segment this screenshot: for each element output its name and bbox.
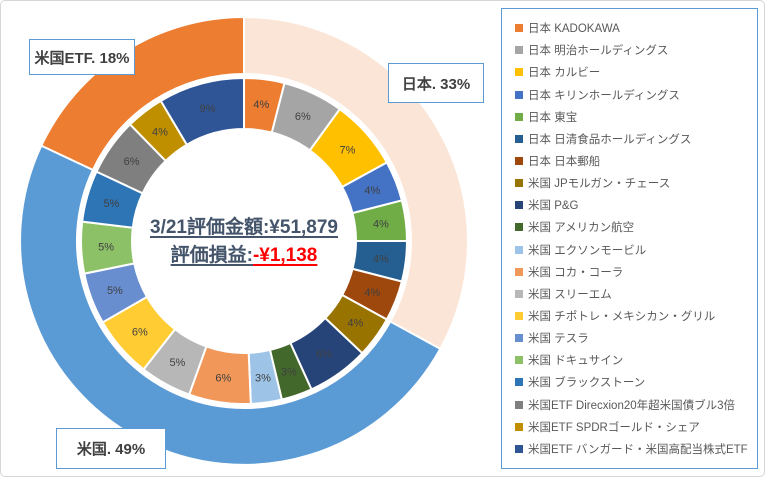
segment-percent-label: 4%	[253, 99, 269, 111]
donut-svg: 4% 6% 7% 4% 4% 4% 4% 4% 6% 3% 3% 6% 5% 6% 5% 5% 5% 6% 4% 9%	[19, 16, 469, 466]
segment-percent-label: 4%	[152, 127, 168, 139]
legend-label: 日本 カルビー	[528, 67, 601, 80]
legend-label: 日本 日清食品ホールディングス	[528, 133, 692, 146]
legend-swatch	[515, 156, 523, 165]
segment-percent-label: 5%	[169, 357, 185, 369]
segment-percent-label: 6%	[215, 372, 231, 384]
legend-swatch	[515, 356, 523, 365]
callout-japan-label: 日本. 33%	[401, 75, 471, 93]
legend-item: 日本 東宝	[515, 109, 753, 125]
legend-swatch	[515, 112, 523, 121]
segment-percent-label: 4%	[364, 287, 380, 299]
callout-us: 米国. 49%	[56, 428, 166, 469]
legend-label: 日本 明治ホールディングス	[528, 45, 669, 58]
segment-percent-label: 6%	[132, 326, 148, 338]
legend-item: 米国 コカ・コーラ	[515, 264, 753, 280]
legend-item: 日本 カルビー	[515, 64, 753, 80]
legend-label: 米国 スリーエム	[528, 288, 612, 301]
legend-swatch	[515, 378, 523, 387]
callout-us-etf-label: 米国ETF. 18%	[34, 49, 130, 67]
legend-item: 米国 スリーエム	[515, 286, 753, 302]
legend-swatch	[515, 267, 523, 276]
segment-percent-label: 5%	[103, 198, 119, 210]
legend-swatch	[515, 134, 523, 143]
legend-item: 米国 ドキュサイン	[515, 352, 753, 368]
legend-label: 米国 エクソンモービル	[528, 244, 647, 257]
legend-label: 米国 テスラ	[528, 333, 589, 346]
outer-ring-segment	[40, 16, 245, 171]
segment-percent-label: 4%	[364, 185, 380, 197]
legend-swatch	[515, 444, 523, 453]
legend-swatch	[515, 245, 523, 254]
legend-item: 日本 キリンホールディングス	[515, 87, 753, 103]
outer-ring-segment	[19, 144, 442, 466]
legend-swatch	[515, 289, 523, 298]
legend-label: 米国 コカ・コーラ	[528, 266, 624, 279]
segment-percent-label: 4%	[373, 253, 389, 265]
legend-label: 米国 JPモルガン・チェース	[528, 178, 671, 191]
segment-percent-label: 6%	[124, 156, 140, 168]
legend-label: 米国 チポトレ・メキシカン・グリル	[528, 310, 716, 323]
legend-item: 米国 P&G	[515, 197, 753, 213]
legend-label: 日本 KADOKAWA	[528, 23, 620, 36]
legend-swatch	[515, 400, 523, 409]
legend-label: 日本 日本郵船	[528, 155, 601, 168]
segment-percent-label: 5%	[107, 285, 123, 297]
inner-ring-segment	[159, 77, 245, 146]
legend-label: 米国ETF バンガード・米国高配当株式ETF	[528, 443, 748, 456]
legend-item: 米国ETF バンガード・米国高配当株式ETF	[515, 441, 753, 457]
legend-label: 米国ETF Direcxion20年超米国債ブル3倍	[528, 399, 736, 412]
legend-item: 米国 JPモルガン・チェース	[515, 175, 753, 191]
legend-item: 米国 アメリカン航空	[515, 219, 753, 235]
legend-swatch	[515, 311, 523, 320]
legend-item: 日本 日清食品ホールディングス	[515, 131, 753, 147]
legend-swatch	[515, 24, 523, 33]
segment-percent-label: 5%	[98, 242, 114, 254]
callout-us-etf: 米国ETF. 18%	[29, 39, 135, 75]
segment-percent-label: 3%	[281, 367, 297, 379]
legend-item: 米国ETF SPDRゴールド・シェア	[515, 419, 753, 435]
legend-item: 米国 ブラックストーン	[515, 374, 753, 390]
legend-item: 米国 テスラ	[515, 330, 753, 346]
segment-percent-label: 6%	[295, 111, 311, 123]
legend-label: 米国ETF SPDRゴールド・シェア	[528, 421, 700, 434]
legend-swatch	[515, 223, 523, 232]
legend-swatch	[515, 90, 523, 99]
callout-us-label: 米国. 49%	[76, 441, 146, 458]
legend-swatch	[515, 334, 523, 343]
legend-item: 日本 日本郵船	[515, 153, 753, 169]
legend-label: 米国 アメリカン航空	[528, 222, 635, 235]
callout-japan: 日本. 33%	[388, 63, 484, 103]
legend-item: 日本 明治ホールディングス	[515, 42, 753, 58]
legend-label: 米国 ブラックストーン	[528, 377, 646, 390]
chart-legend: 日本 KADOKAWA 日本 明治ホールディングス 日本 カルビー日本 キリンホール…	[501, 8, 758, 469]
legend-swatch	[515, 68, 523, 77]
legend-swatch	[515, 179, 523, 188]
legend-label: 米国 ドキュサイン	[528, 355, 624, 368]
legend-label: 日本 キリンホールディングス	[528, 89, 680, 102]
segment-percent-label: 4%	[373, 219, 389, 231]
segment-percent-label: 6%	[316, 348, 332, 360]
legend-item: 米国 チポトレ・メキシカン・グリル	[515, 308, 753, 324]
legend-swatch	[515, 422, 523, 431]
segment-percent-label: 9%	[200, 103, 216, 115]
legend-swatch	[515, 201, 523, 210]
legend-label: 米国 P&G	[528, 200, 579, 213]
legend-item: 日本 KADOKAWA	[515, 20, 753, 36]
legend-swatch	[515, 46, 523, 55]
segment-percent-label: 4%	[347, 317, 363, 329]
legend-label: 日本 東宝	[528, 111, 578, 124]
segment-percent-label: 7%	[340, 145, 356, 157]
legend-item: 米国 エクソンモービル	[515, 242, 753, 258]
legend-item: 米国ETF Direcxion20年超米国債ブル3倍	[515, 397, 753, 413]
segment-percent-label: 3%	[255, 373, 271, 385]
